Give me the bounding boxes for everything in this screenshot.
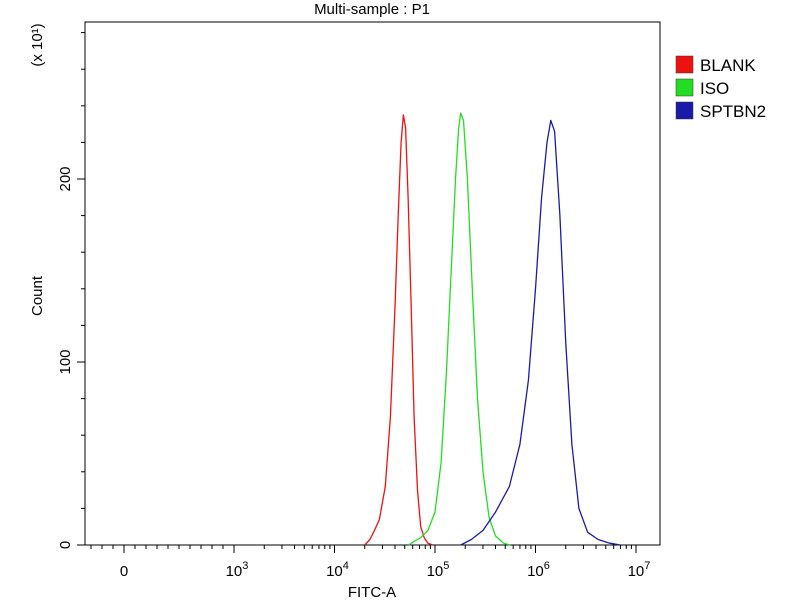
legend-label: SPTBN2 (700, 102, 766, 121)
y-multiplier-label: (x 10¹) (29, 23, 46, 66)
x-axis: 0 103 104 105 106 107 (90, 545, 651, 580)
x-tick-label: 107 (628, 560, 651, 580)
x-tick-label: 104 (326, 560, 349, 580)
x-tick-label: 103 (226, 560, 249, 580)
y-tick-label: 200 (57, 166, 74, 191)
legend-label: BLANK (700, 56, 756, 75)
histogram-curves (364, 112, 621, 546)
legend-swatch (675, 78, 694, 97)
x-tick-label: 105 (427, 560, 450, 580)
y-axis-label: Count (29, 275, 46, 316)
y-axis: 0 100 200 (57, 32, 85, 549)
chart-title: Multi-sample : P1 (314, 1, 430, 18)
plot-frame (84, 21, 661, 546)
y-tick-label: 100 (57, 349, 74, 374)
legend: BLANK ISO SPTBN2 (675, 55, 766, 121)
plot-border (84, 21, 661, 546)
series-line-sptbn2 (460, 119, 621, 546)
legend-swatch (675, 101, 694, 120)
legend-label: ISO (700, 79, 729, 98)
x-tick-label: 106 (527, 560, 550, 580)
series-line-blank (364, 114, 434, 546)
legend-swatch (675, 55, 694, 74)
series-line-iso (408, 112, 511, 546)
x-axis-label: FITC-A (348, 584, 396, 600)
x-tick-label: 0 (120, 563, 128, 580)
y-tick-label: 0 (57, 541, 74, 549)
